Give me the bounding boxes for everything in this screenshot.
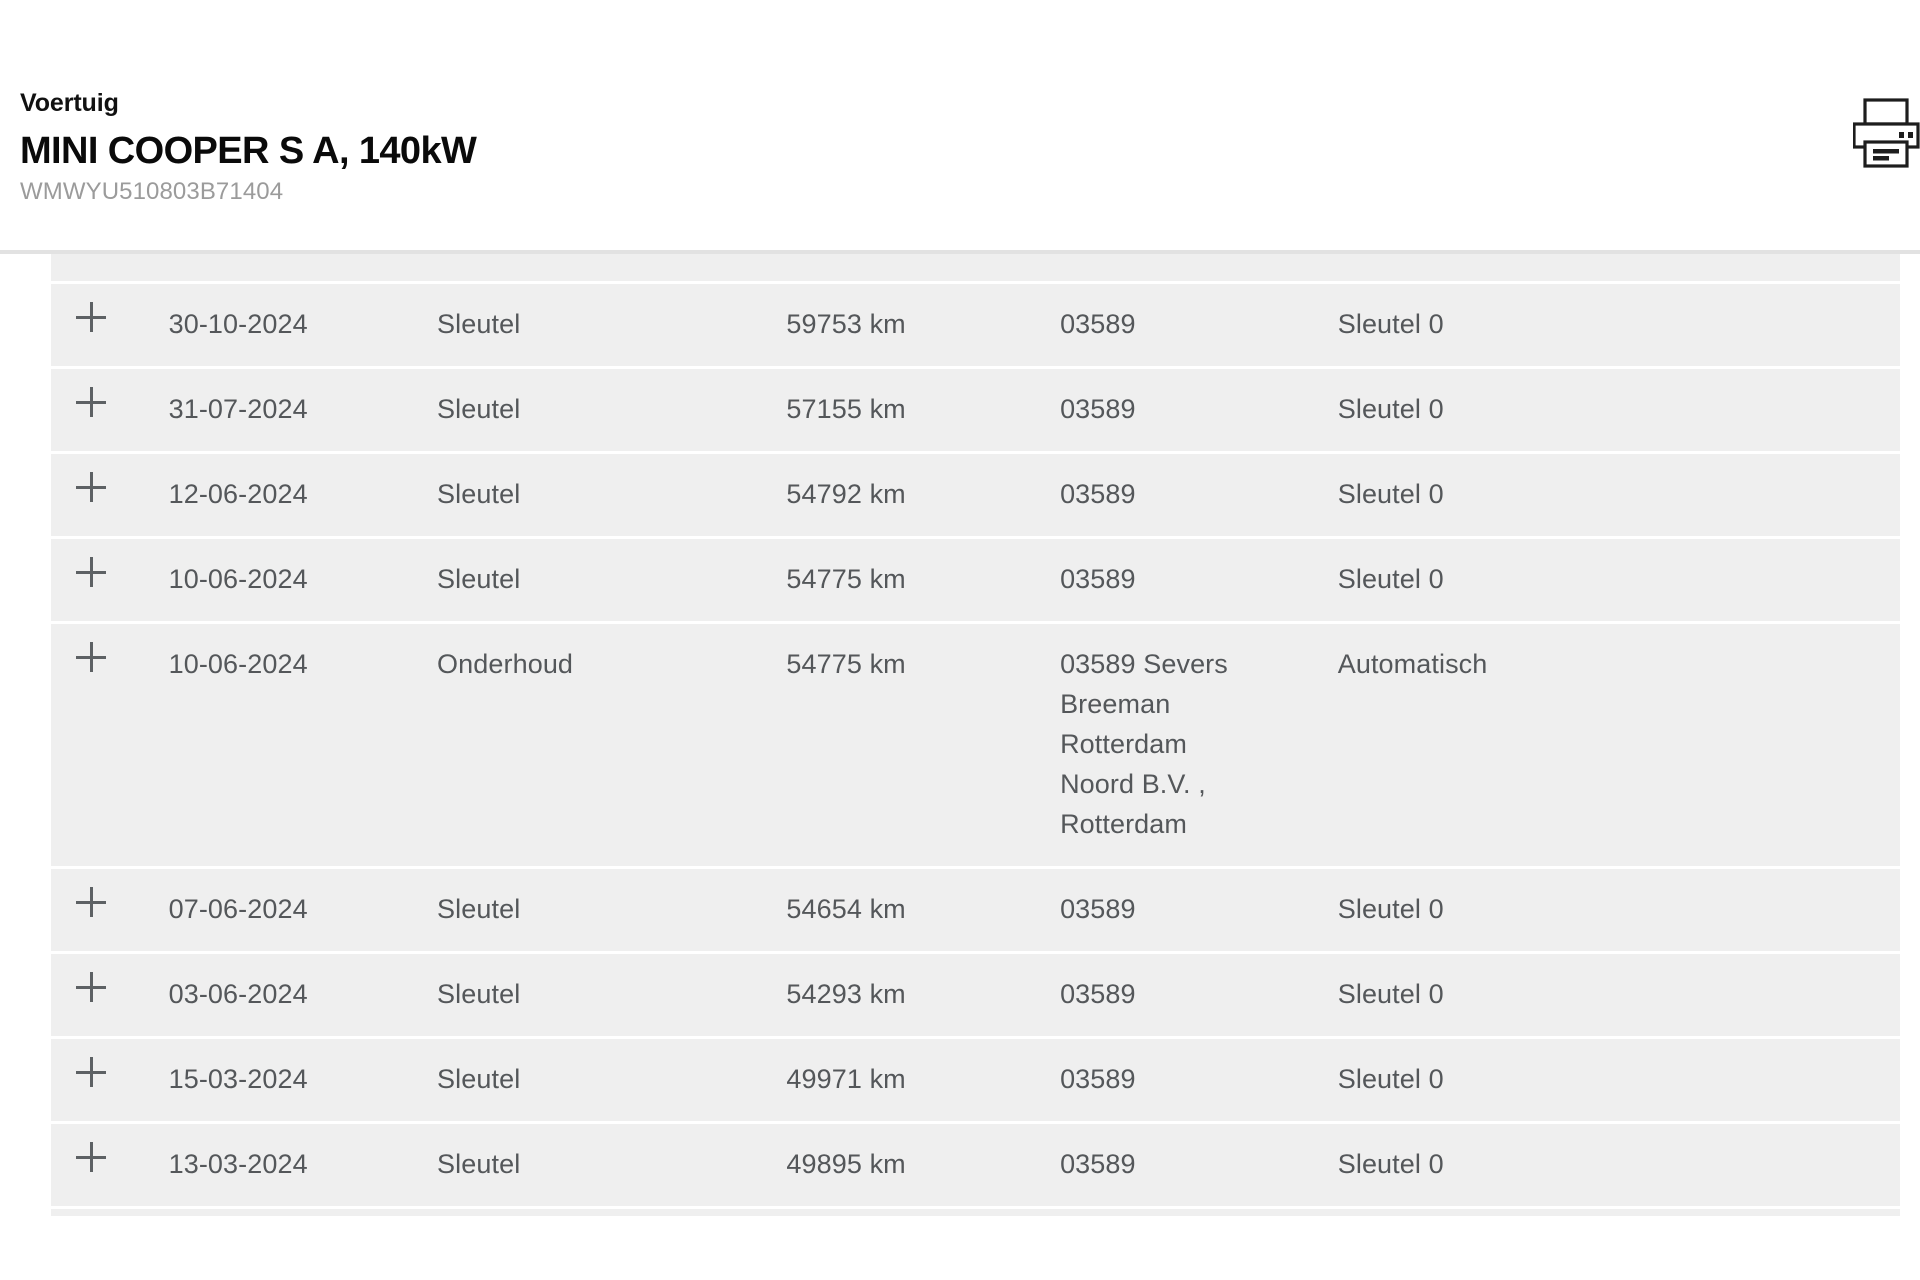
cell-type: Sleutel xyxy=(419,454,779,536)
cell-dealer: Rotterdam xyxy=(1056,254,1334,281)
cell-expand[interactable] xyxy=(51,284,169,366)
table-row[interactable]: 31-07-2024 Sleutel 57155 km 03589 Sleutel 0 xyxy=(51,369,1900,451)
cell-date: 03-06-2024 xyxy=(168,954,420,1036)
cell-date: 30-10-2024 xyxy=(168,284,420,366)
cell-date: 15-03-2024 xyxy=(168,1039,420,1121)
cell-expand[interactable] xyxy=(51,1039,169,1121)
page-title: MINI COOPER S A, 140kW xyxy=(20,130,477,172)
cell-expand[interactable] xyxy=(51,954,169,1036)
cell-type: Onderhoud xyxy=(419,624,779,866)
cell-mileage: 54792 km xyxy=(778,454,1057,536)
plus-icon[interactable] xyxy=(76,387,106,417)
cell-type: Sleutel xyxy=(419,869,779,951)
table-row[interactable]: 12-06-2024 Sleutel 54792 km 03589 Sleutel 0 xyxy=(51,454,1900,536)
cell-type: Sleutel xyxy=(419,539,779,621)
vehicle-vin: WMWYU510803B71404 xyxy=(20,178,284,205)
cell-expand[interactable] xyxy=(51,869,169,951)
cell-date: 12-06-2024 xyxy=(168,454,420,536)
page-header: Voertuig MINI COOPER S A, 140kW WMWYU510… xyxy=(0,0,1920,252)
cell-mileage: 59753 km xyxy=(778,284,1057,366)
table-row[interactable]: 30-10-2024 Sleutel 59753 km 03589 Sleutel 0 xyxy=(51,284,1900,366)
cell-source: Sleutel 0 xyxy=(1333,454,1900,536)
table-row[interactable]: 03-06-2024 Sleutel 54293 km 03589 Sleutel 0 xyxy=(51,954,1900,1036)
cell-dealer: 03589 xyxy=(1056,539,1334,621)
cell-expand[interactable] xyxy=(51,539,169,621)
cell-source: Automatisch xyxy=(1333,1209,1900,1216)
cell-dealer: 03589 Severs Breeman Rotterdam Noord B.V… xyxy=(1056,624,1334,866)
cell-dealer: 03589 xyxy=(1056,369,1334,451)
cell-date: 13-03-2024 xyxy=(168,1209,420,1216)
cell-type: Sleutel xyxy=(419,369,779,451)
cell-expand[interactable] xyxy=(51,369,169,451)
cell-dealer: 03589 xyxy=(1056,1124,1334,1206)
plus-icon[interactable] xyxy=(76,557,106,587)
cell-source: Sleutel 0 xyxy=(1333,1124,1900,1206)
cell-type: Onderhoud xyxy=(419,1209,779,1216)
header-divider xyxy=(0,250,1920,254)
cell-mileage: 54775 km xyxy=(778,624,1057,866)
plus-icon[interactable] xyxy=(76,472,106,502)
cell-expand[interactable] xyxy=(51,1124,169,1206)
cell-date: 13-03-2024 xyxy=(168,1124,420,1206)
table-row[interactable]: 07-06-2024 Sleutel 54654 km 03589 Sleutel 0 xyxy=(51,869,1900,951)
cell-expand[interactable] xyxy=(51,454,169,536)
cell-date: 07-06-2024 xyxy=(168,869,420,951)
cell-mileage: 49895 km xyxy=(778,1209,1057,1216)
cell-source: Sleutel 0 xyxy=(1333,869,1900,951)
printer-icon xyxy=(1853,98,1920,168)
cell-date: 10-06-2024 xyxy=(168,624,420,866)
plus-icon[interactable] xyxy=(76,972,106,1002)
cell-type: Sleutel xyxy=(419,1124,779,1206)
plus-icon[interactable] xyxy=(76,1142,106,1172)
cell-date: 10-06-2024 xyxy=(168,539,420,621)
cell-dealer: 03589 xyxy=(1056,869,1334,951)
cell-mileage: 49895 km xyxy=(778,1124,1057,1206)
table-row[interactable]: 10-06-2024 Sleutel 54775 km 03589 Sleutel 0 xyxy=(51,539,1900,621)
cell-type: Sleutel xyxy=(419,1039,779,1121)
plus-icon[interactable] xyxy=(76,302,106,332)
plus-icon[interactable] xyxy=(76,642,106,672)
cell-expand[interactable] xyxy=(51,624,169,866)
table-row-clipped[interactable]: Rotterdam xyxy=(51,254,1900,281)
cell-dealer: 03589 xyxy=(1056,954,1334,1036)
cell-date: 31-07-2024 xyxy=(168,369,420,451)
cell-source: Sleutel 0 xyxy=(1333,539,1900,621)
table-row[interactable]: 15-03-2024 Sleutel 49971 km 03589 Sleutel 0 xyxy=(51,1039,1900,1121)
cell-type: Sleutel xyxy=(419,954,779,1036)
cell-mileage: 54654 km xyxy=(778,869,1057,951)
cell-source: Automatisch xyxy=(1333,624,1900,866)
cell-mileage: 57155 km xyxy=(778,369,1057,451)
cell-source: Sleutel 0 xyxy=(1333,1039,1900,1121)
cell-source: Sleutel 0 xyxy=(1333,954,1900,1036)
table-row[interactable]: 13-03-2024 Sleutel 49895 km 03589 Sleutel 0 xyxy=(51,1124,1900,1206)
vehicle-identity-block: Voertuig MINI COOPER S A, 140kW WMWYU510… xyxy=(20,88,477,207)
cell-dealer: 03589 xyxy=(1056,284,1334,366)
cell-source: Sleutel 0 xyxy=(1333,284,1900,366)
plus-icon[interactable] xyxy=(76,1057,106,1087)
cell-dealer: 03589 Severs xyxy=(1056,1209,1334,1216)
page-eyebrow-label: Voertuig xyxy=(20,89,119,117)
cell-source: Sleutel 0 xyxy=(1333,369,1900,451)
cell-dealer: 03589 xyxy=(1056,1039,1334,1121)
cell-mileage: 49971 km xyxy=(778,1039,1057,1121)
cell-mileage: 54293 km xyxy=(778,954,1057,1036)
cell-expand[interactable] xyxy=(51,1209,169,1216)
cell-dealer: 03589 xyxy=(1056,454,1334,536)
cell-type: Sleutel xyxy=(419,284,779,366)
print-button[interactable] xyxy=(1853,98,1920,168)
table-row[interactable]: 10-06-2024 Onderhoud 54775 km 03589 Severs … xyxy=(51,624,1900,866)
cell-mileage: 54775 km xyxy=(778,539,1057,621)
plus-icon[interactable] xyxy=(76,887,106,917)
